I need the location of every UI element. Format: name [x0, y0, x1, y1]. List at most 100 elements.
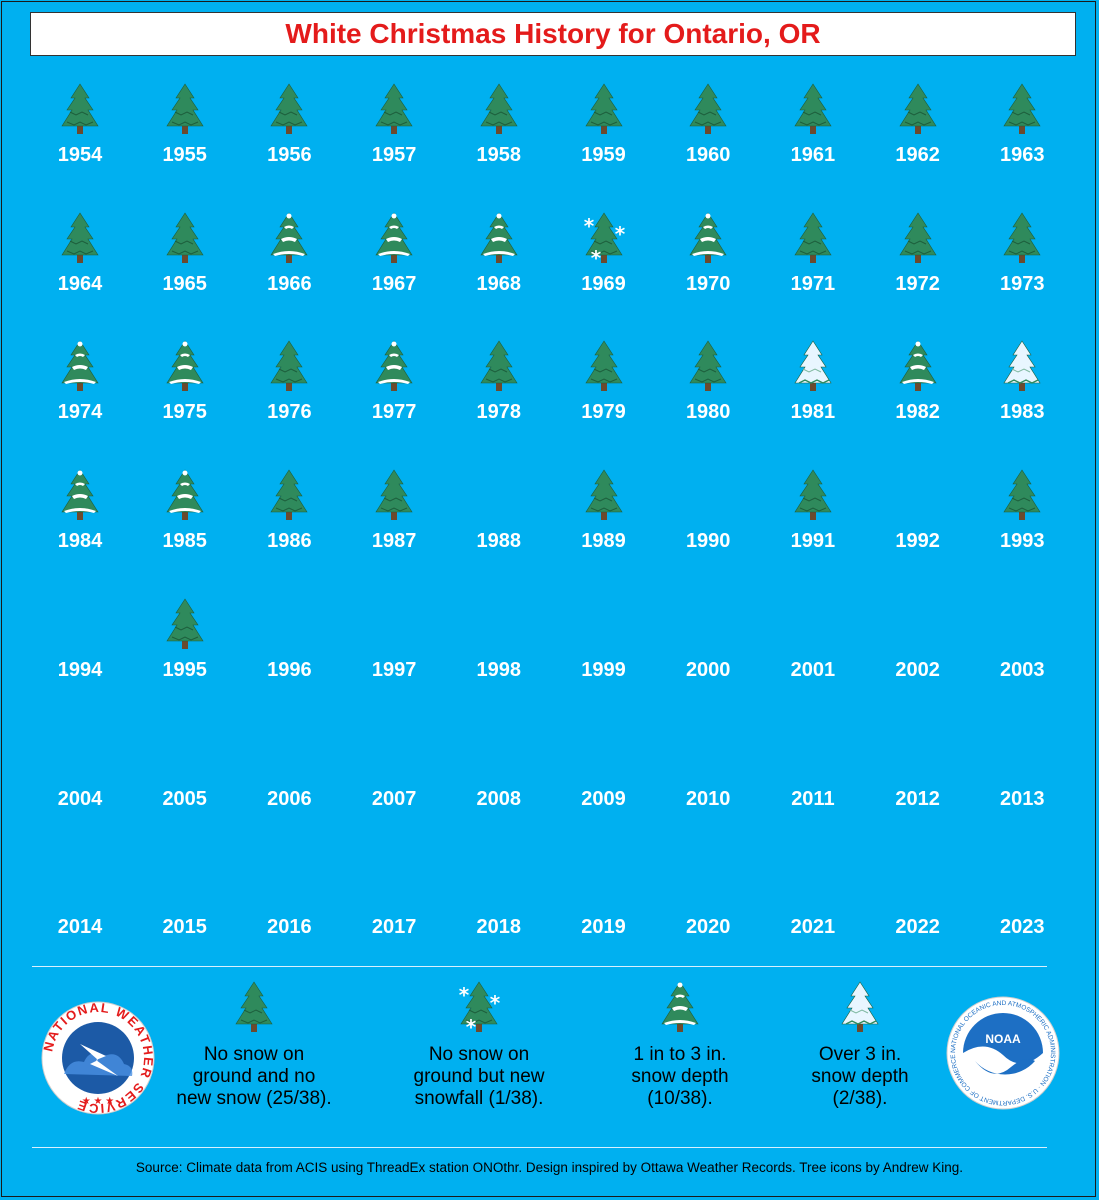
year-label-1963: 1963: [1000, 144, 1045, 166]
tree-icon-1963: [1003, 83, 1041, 134]
year-label-2011: 2011: [791, 787, 835, 810]
year-cell-1976: 1976: [237, 340, 341, 465]
year-label-1972: 1972: [895, 272, 940, 295]
tree-icon-1955: [166, 83, 204, 134]
year-label-2016: 2016: [267, 916, 312, 939]
year-cell-1971: 1971: [761, 212, 865, 337]
year-label-2008: 2008: [476, 787, 522, 810]
year-cell-1996: 1996: [237, 603, 341, 723]
chart-title: White Christmas History for Ontario, OR: [285, 18, 821, 49]
year-label-1987: 1987: [371, 530, 417, 553]
tree-icon-1962: [899, 83, 937, 134]
noaa-logo: NOAA NATIONAL OCEANIC AND ATMOSPHERIC AD…: [945, 995, 1061, 1111]
year-cell-2007: 2007: [342, 732, 446, 852]
year-cell-1980: 1980: [656, 340, 760, 465]
year-cell-1983: 1983: [970, 340, 1074, 465]
tree-icon-1961: [794, 83, 832, 134]
tree-icon-1957: [375, 83, 413, 134]
year-cell-1954: 1954: [28, 83, 132, 208]
tree-icon-1981: [794, 340, 832, 392]
year-cell-1977: 1977: [342, 340, 446, 465]
year-label-2023: 2023: [1000, 916, 1045, 939]
year-cell-2008: 2008: [447, 732, 551, 852]
year-label-1961: 1961: [790, 144, 836, 166]
year-label-2000: 2000: [685, 658, 731, 681]
tree-icon-1989: [584, 469, 623, 521]
tree-icon-1966: [270, 212, 308, 263]
year-label-2004: 2004: [57, 787, 103, 810]
year-cell-1973: 1973: [970, 212, 1074, 337]
year-cell-1960: 1960: [656, 83, 760, 208]
source-note: Source: Climate data from ACIS using Thr…: [135, 1160, 964, 1175]
tree-icon-1978: [480, 340, 518, 392]
year-label-2012: 2012: [895, 787, 940, 810]
year-label-2022: 2022: [895, 916, 940, 939]
tree-icon-1976: [270, 340, 308, 392]
tree-icon-1967: [375, 212, 413, 263]
legend-divider-top: [32, 966, 1047, 967]
tree-icon-1973: [1003, 212, 1041, 263]
year-cell-2001: 2001: [761, 603, 865, 723]
year-cell-1959: 1959: [552, 83, 656, 208]
year-label-2013: 2013: [1000, 787, 1045, 810]
year-cell-1974: 1974: [28, 340, 132, 465]
year-label-1954: 1954: [57, 144, 103, 166]
year-label-1998: 1998: [476, 658, 522, 681]
legend-item-depth_1_3: 1 in to 3 in. snow depth (10/38).: [580, 980, 780, 1110]
year-label-2001: 2001: [790, 658, 836, 681]
year-label-1983: 1983: [1000, 401, 1045, 424]
year-label-1989: 1989: [581, 530, 626, 553]
year-cell-1986: 1986: [237, 469, 341, 594]
tree-icon-1985: [166, 469, 204, 521]
year-label-1993: 1993: [1000, 530, 1045, 553]
svg-text:*: *: [466, 1015, 477, 1034]
tree-icon-1986: [270, 469, 308, 521]
year-label-1967: 1967: [371, 272, 417, 295]
year-label-1986: 1986: [267, 530, 312, 553]
tree-icon-1977: [375, 340, 413, 392]
tree-icon-1960: [689, 83, 727, 134]
svg-text:*: *: [614, 222, 625, 246]
tree-icon-1954: [61, 83, 99, 134]
chart-title-box: White Christmas History for Ontario, OR: [30, 12, 1076, 56]
year-label-1955: 1955: [162, 144, 207, 166]
legend-tree-icon-depth_1_3: [661, 981, 699, 1032]
year-label-1965: 1965: [162, 272, 207, 295]
year-cell-1988: 1988: [447, 474, 551, 594]
tree-icon-1974: [61, 340, 99, 392]
year-cell-2003: 2003: [970, 603, 1074, 723]
year-label-1985: 1985: [162, 530, 207, 553]
year-cell-1968: 1968: [447, 212, 551, 337]
year-cell-1994: 1994: [28, 603, 132, 723]
year-cell-1958: 1958: [447, 83, 551, 208]
year-label-1964: 1964: [57, 272, 103, 295]
year-cell-1975: 1975: [133, 340, 237, 465]
year-label-1980: 1980: [685, 401, 731, 424]
legend-tree-icon-over_3: [841, 981, 879, 1032]
tree-icon-1979: [584, 340, 623, 392]
year-label-2018: 2018: [476, 916, 522, 939]
year-label-1979: 1979: [581, 401, 626, 424]
year-label-2009: 2009: [581, 787, 626, 810]
year-label-1958: 1958: [476, 144, 522, 166]
year-label-1991: 1991: [790, 530, 836, 553]
year-label-1992: 1992: [895, 530, 940, 553]
year-label-2020: 2020: [685, 916, 731, 939]
legend-tree-icon-new_snow: * * *: [459, 981, 501, 1034]
year-cell-2011: 2011: [761, 732, 865, 852]
year-label-1973: 1973: [1000, 272, 1045, 295]
year-cell-2002: 2002: [866, 603, 970, 723]
year-cell-1979: 1979: [552, 340, 656, 465]
year-label-2002: 2002: [895, 658, 940, 681]
year-grid: 1954 1955 1956 1957 1958 1959 1960 1961 1962 1963…: [28, 83, 1074, 939]
year-cell-1995: 1995: [133, 598, 237, 723]
noaa-logo-text: NOAA: [985, 1032, 1021, 1046]
year-cell-2006: 2006: [237, 732, 341, 852]
year-label-1975: 1975: [162, 401, 207, 424]
year-label-2019: 2019: [581, 916, 626, 939]
year-label-2014: 2014: [57, 916, 103, 939]
year-label-1974: 1974: [57, 401, 103, 424]
year-cell-1998: 1998: [447, 603, 551, 723]
year-cell-1972: 1972: [866, 212, 970, 337]
